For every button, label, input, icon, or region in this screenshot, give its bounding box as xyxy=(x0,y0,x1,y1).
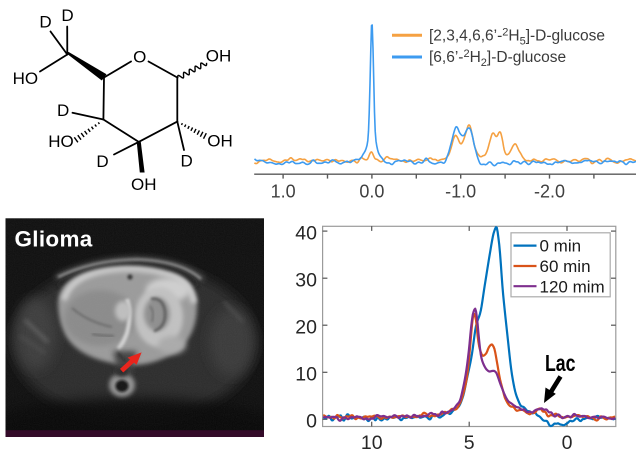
svg-text:60 min: 60 min xyxy=(540,257,591,276)
svg-text:-1.0: -1.0 xyxy=(445,182,476,202)
svg-text:20: 20 xyxy=(295,316,317,338)
svg-text:Lac: Lac xyxy=(545,350,576,376)
svg-text:-2.0: -2.0 xyxy=(534,182,565,202)
svg-text:10: 10 xyxy=(295,364,317,386)
svg-text:[6,6’-2H2]-D-glucose: [6,6’-2H2]-D-glucose xyxy=(429,48,566,69)
svg-text:OH: OH xyxy=(131,175,157,194)
svg-text:1.0: 1.0 xyxy=(271,182,296,202)
svg-text:0: 0 xyxy=(306,411,317,433)
svg-text:D: D xyxy=(180,152,192,171)
svg-text:0: 0 xyxy=(562,432,573,454)
svg-text:D: D xyxy=(57,101,69,120)
svg-text:40: 40 xyxy=(295,222,317,244)
svg-text:5: 5 xyxy=(464,432,475,454)
svg-text:HO: HO xyxy=(48,132,74,151)
svg-text:D: D xyxy=(39,12,51,31)
svg-text:0.0: 0.0 xyxy=(359,182,384,202)
svg-text:0 min: 0 min xyxy=(540,237,582,256)
svg-text:[2,3,4,6,6’-2H5]-D-glucose: [2,3,4,6,6’-2H5]-D-glucose xyxy=(429,27,605,48)
svg-text:OH: OH xyxy=(206,47,232,66)
svg-text:30: 30 xyxy=(295,269,317,291)
svg-text:OH: OH xyxy=(207,131,233,150)
svg-text:120 mim: 120 mim xyxy=(540,277,605,296)
svg-text:10: 10 xyxy=(361,432,383,454)
svg-text:D: D xyxy=(61,6,73,25)
svg-text:O: O xyxy=(133,48,146,67)
svg-text:Glioma: Glioma xyxy=(15,227,93,252)
svg-text:D: D xyxy=(96,152,108,171)
svg-text:HO: HO xyxy=(13,69,39,88)
